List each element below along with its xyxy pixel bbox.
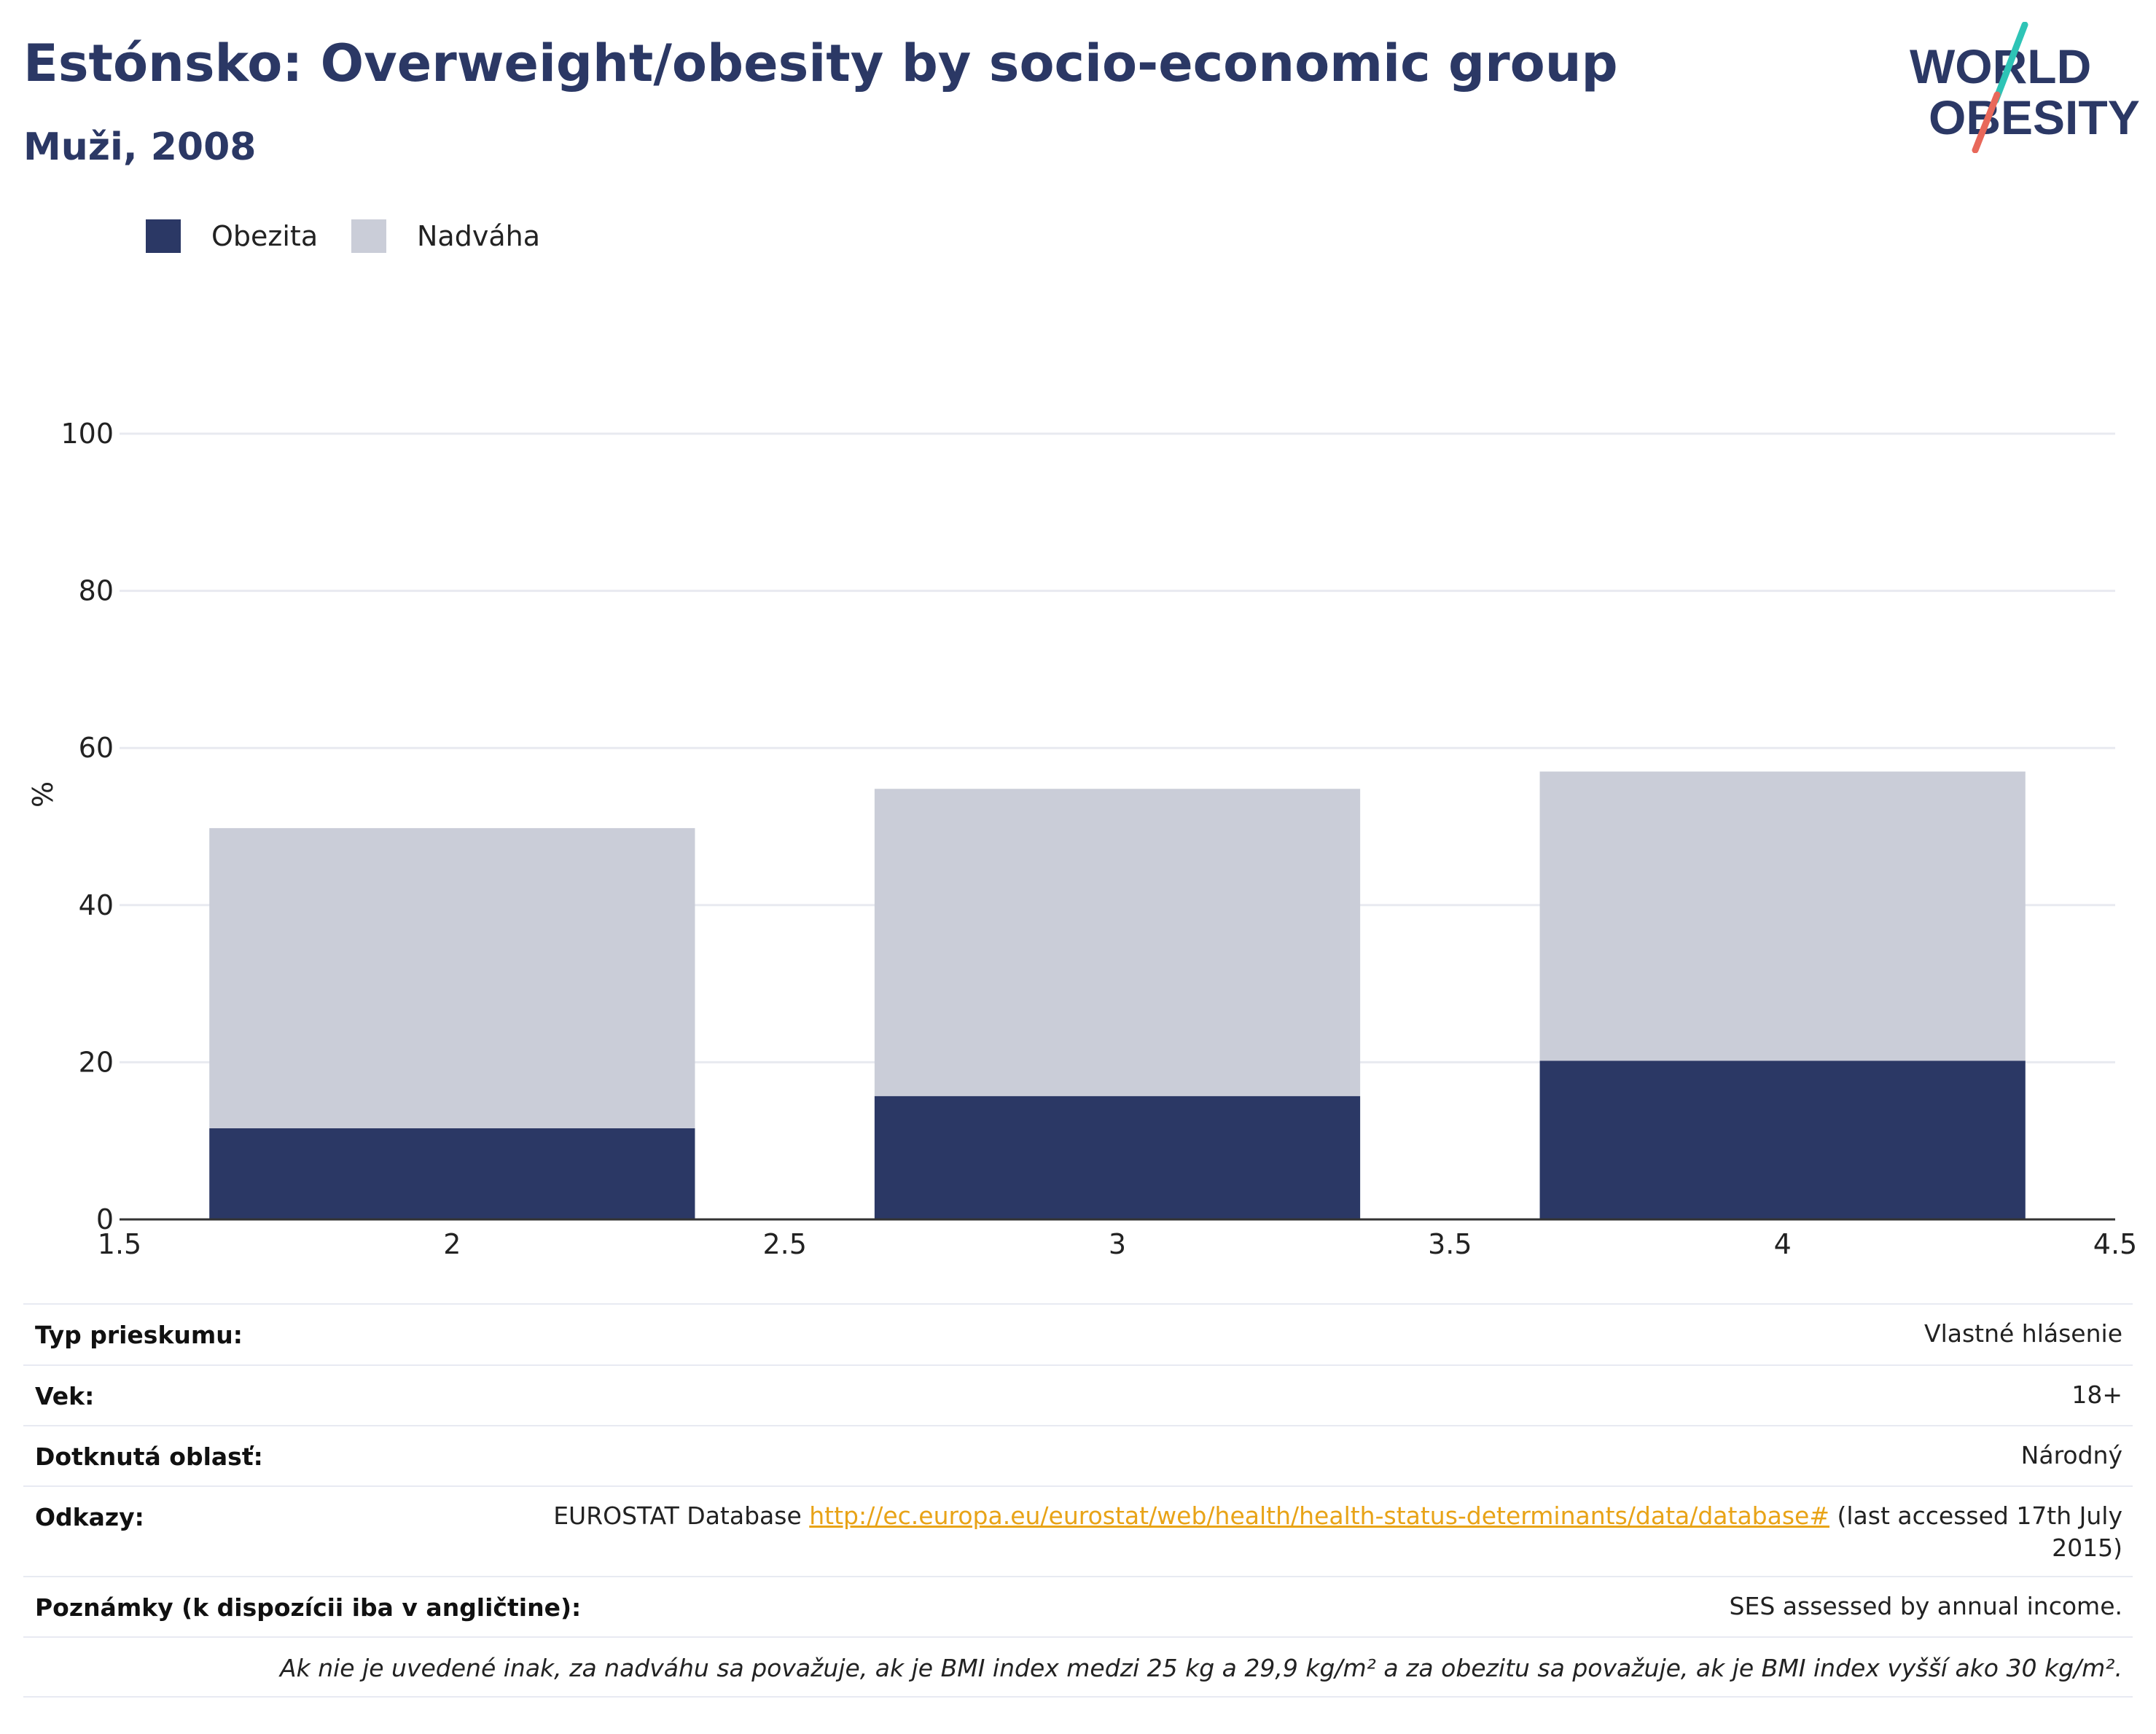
legend-swatch-obesity	[146, 219, 181, 253]
meta-row-notes: Poznámky (k dispozícii iba v angličtine)…	[23, 1576, 2133, 1636]
meta-value-references: EUROSTAT Database http://ec.europa.eu/eu…	[553, 1500, 2122, 1564]
bar-overweight-2[interactable]	[209, 828, 695, 1128]
logo-slash-top	[1992, 22, 2028, 104]
reference-access-year: 2015)	[2052, 1534, 2122, 1562]
x-tick-label: 3	[1109, 1228, 1126, 1260]
x-tick-label: 4.5	[2093, 1228, 2137, 1260]
logo-slash-bottom	[1972, 91, 2001, 153]
chart-subtitle: Muži, 2008	[23, 125, 257, 169]
y-tick-label: 80	[79, 575, 114, 607]
meta-row-references: Odkazy: EUROSTAT Database http://ec.euro…	[23, 1485, 2133, 1576]
meta-key-area: Dotknutá oblasť:	[35, 1442, 263, 1471]
x-tick-label: 4	[1774, 1228, 1792, 1260]
y-tick-label: 20	[79, 1046, 114, 1078]
meta-key-survey-type: Typ prieskumu:	[35, 1321, 243, 1349]
logo-line2: OBESITY	[1929, 90, 2140, 144]
y-tick-label: 60	[79, 732, 114, 764]
meta-key-references: Odkazy:	[35, 1503, 144, 1531]
meta-row-age: Vek: 18+	[23, 1364, 2133, 1425]
bar-obesity-4[interactable]	[1539, 1061, 2026, 1219]
bars	[209, 771, 2026, 1219]
legend-label-overweight: Nadváha	[417, 220, 540, 252]
bar-obesity-3[interactable]	[874, 1096, 1361, 1219]
y-tick-label: 0	[96, 1203, 114, 1235]
meta-value-notes: SES assessed by annual income.	[1729, 1592, 2122, 1620]
legend-label-obesity: Obezita	[211, 220, 319, 252]
meta-key-notes: Poznámky (k dispozícii iba v angličtine)…	[35, 1593, 582, 1622]
bar-obesity-2[interactable]	[209, 1128, 695, 1219]
y-axis-label: %	[27, 781, 59, 808]
axes: 0 20 40 60 80 100 1.5 2 2.5 3 3.5 4 4.5	[60, 418, 2137, 1260]
reference-source: EUROSTAT Database	[553, 1501, 810, 1530]
meta-row-area: Dotknutá oblasť: Národný	[23, 1425, 2133, 1485]
bmi-footnote: Ak nie je uvedené inak, za nadváhu sa po…	[280, 1654, 2122, 1682]
bar-chart: 0 20 40 60 80 100 1.5 2 2.5 3 3.5 4 4.5 %	[27, 418, 2137, 1260]
bar-overweight-4[interactable]	[1539, 771, 2026, 1061]
x-tick-label: 2.5	[762, 1228, 806, 1260]
meta-value-survey-type: Vlastné hlásenie	[1924, 1319, 2122, 1348]
meta-key-age: Vek:	[35, 1382, 95, 1410]
x-tick-label: 2	[443, 1228, 461, 1260]
x-tick-label: 3.5	[1428, 1228, 1472, 1260]
chart-title: Estónsko: Overweight/obesity by socio-ec…	[23, 34, 1618, 93]
y-tick-label: 100	[60, 418, 114, 450]
legend-swatch-overweight	[351, 219, 386, 253]
reference-link[interactable]: http://ec.europa.eu/eurostat/web/health/…	[809, 1501, 1829, 1530]
meta-value-area: Národný	[2020, 1441, 2122, 1469]
meta-row-footnote: Ak nie je uvedené inak, za nadváhu sa po…	[23, 1636, 2133, 1698]
world-obesity-logo: WORLD OBESITY	[1910, 22, 2140, 153]
bar-overweight-3[interactable]	[874, 789, 1361, 1096]
meta-value-age: 18+	[2071, 1380, 2122, 1409]
metadata-table: Typ prieskumu: Vlastné hlásenie Vek: 18+…	[23, 1303, 2133, 1698]
reference-access-note: (last accessed 17th July	[1829, 1501, 2122, 1530]
meta-row-survey-type: Typ prieskumu: Vlastné hlásenie	[23, 1303, 2133, 1364]
y-tick-label: 40	[79, 889, 114, 921]
x-tick-label: 1.5	[98, 1228, 141, 1260]
